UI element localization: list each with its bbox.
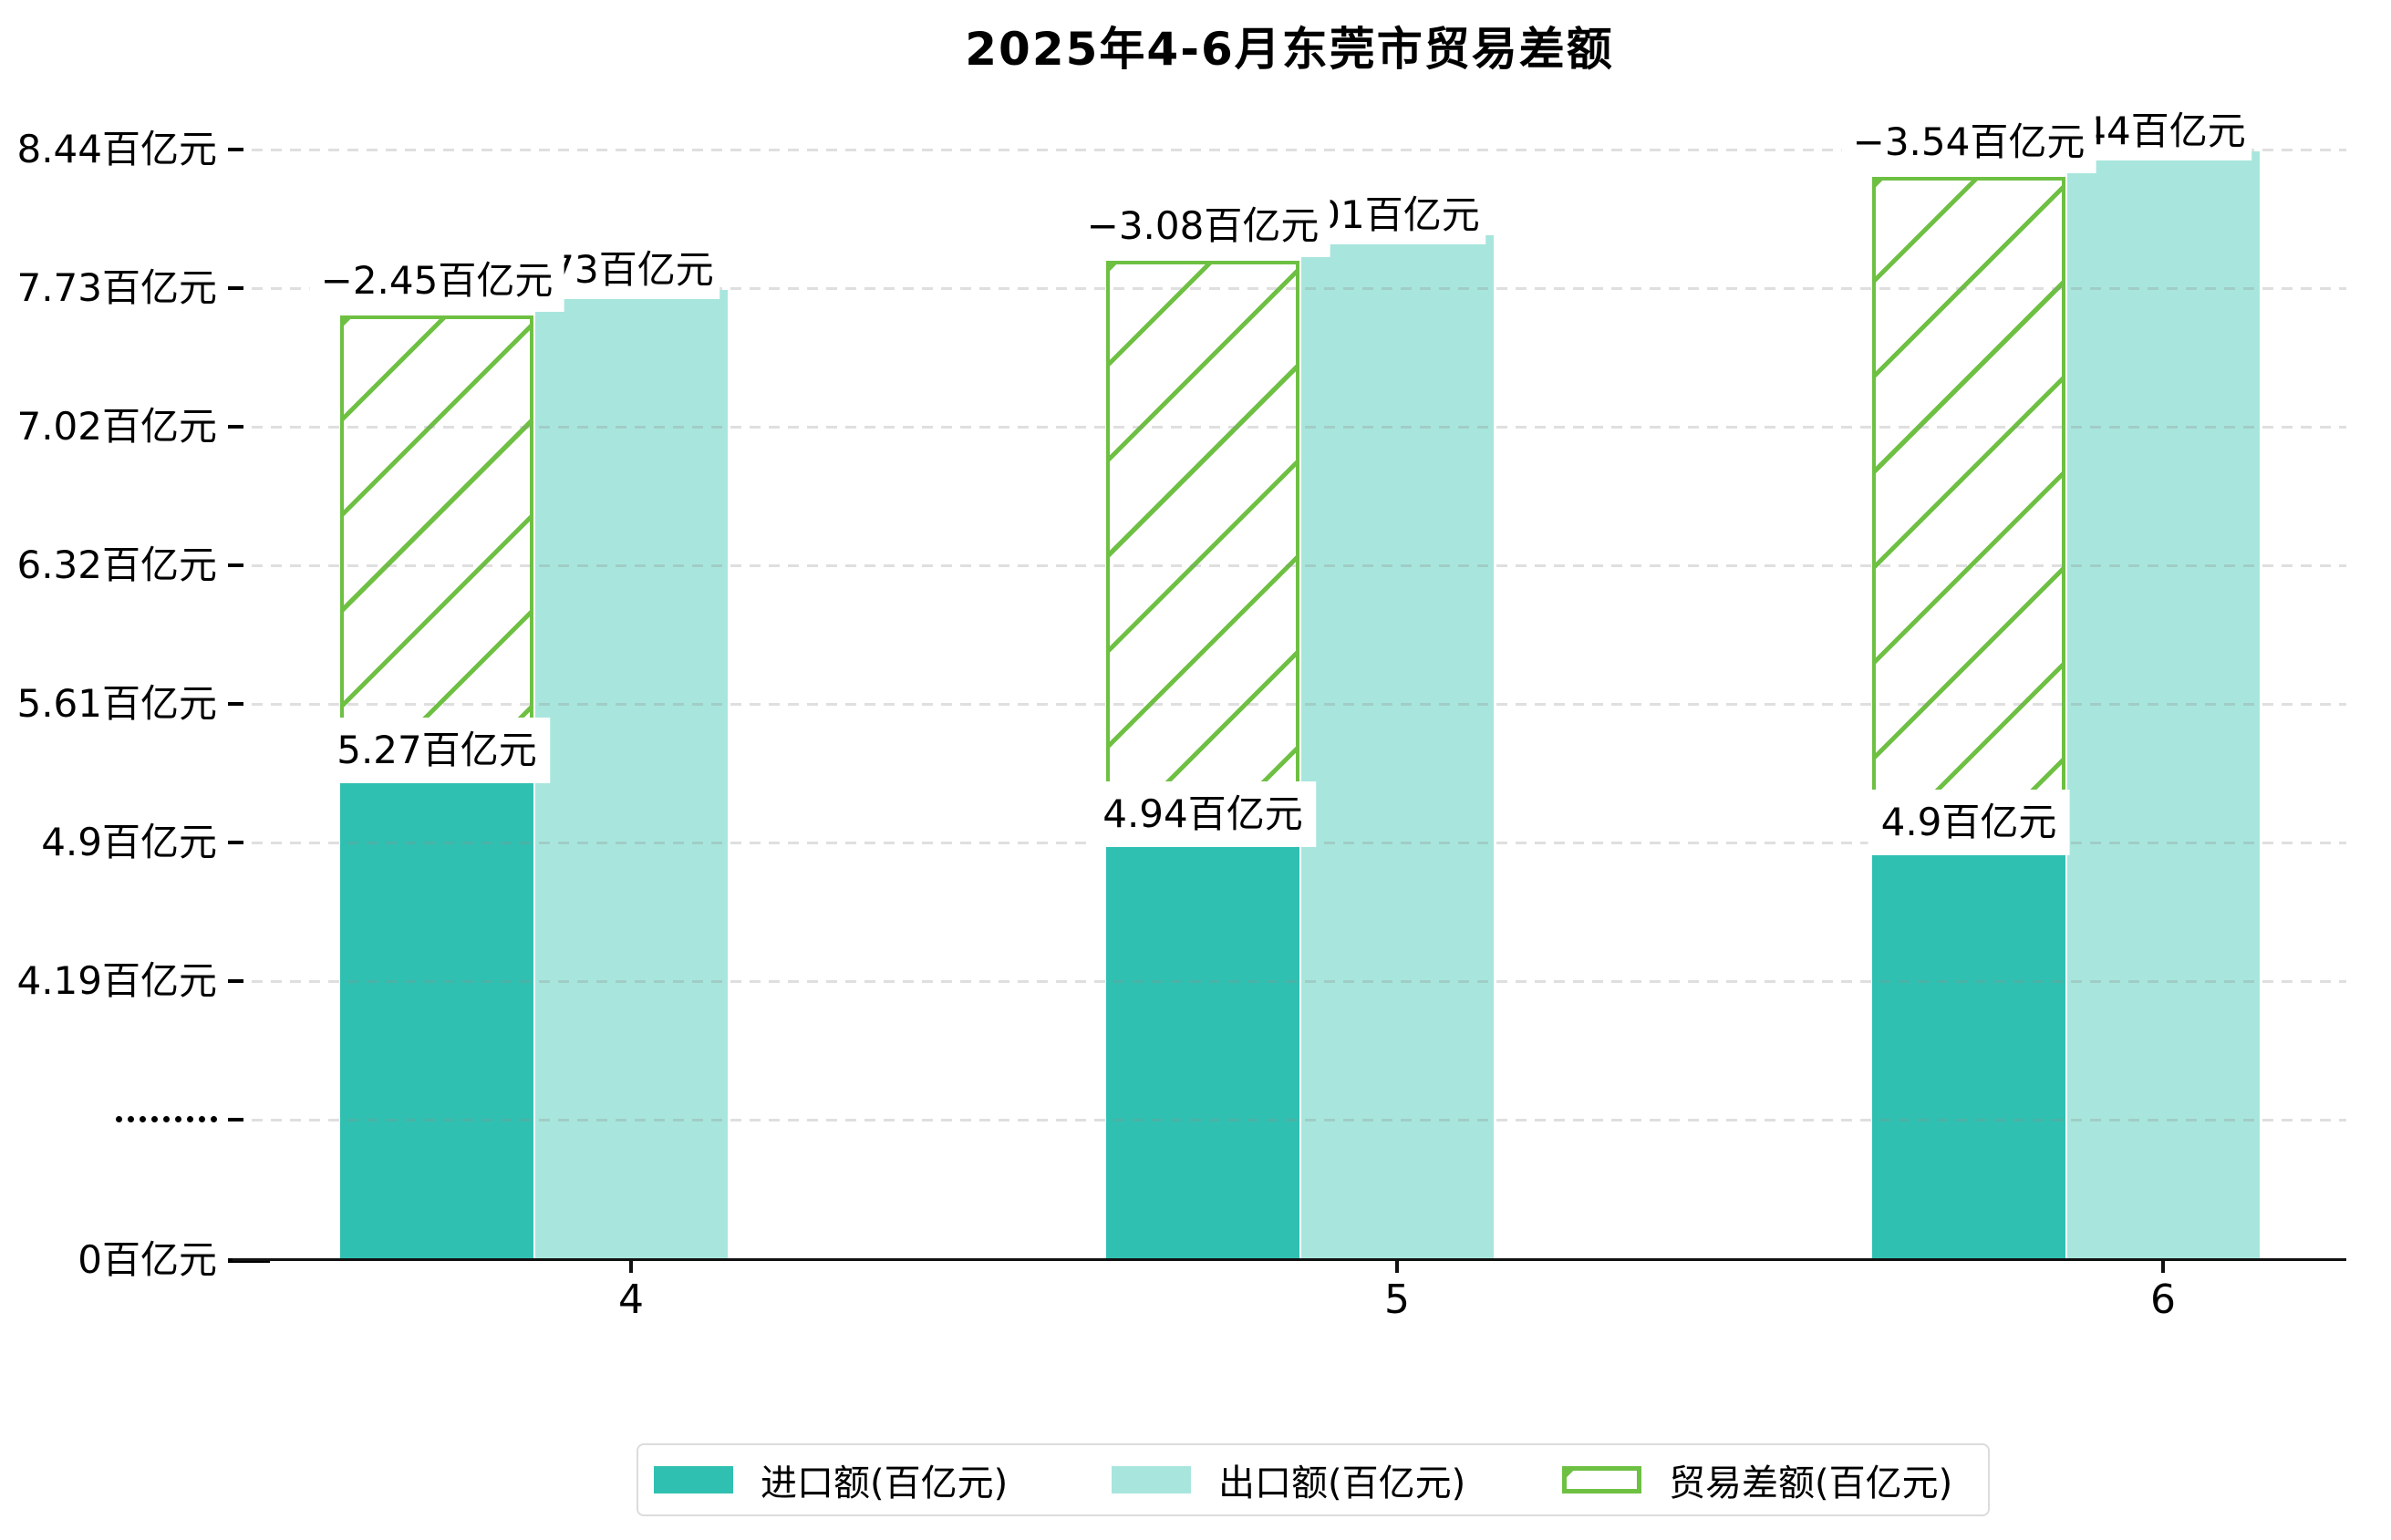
balance-bar — [1106, 261, 1299, 835]
balance-value-label: −2.45百亿元 — [309, 250, 564, 313]
legend-item-import: 进口额(百亿元) — [654, 1445, 1008, 1514]
x-tick-label: 4 — [618, 1276, 644, 1323]
import-bar — [1872, 842, 2065, 1260]
y-tick-label: 4.9百亿元 — [41, 820, 217, 864]
y-tick-mark — [228, 563, 243, 567]
y-tick-label: 7.73百亿元 — [16, 265, 217, 310]
y-tick-label: 5.61百亿元 — [16, 681, 217, 726]
export-bar — [535, 290, 728, 1260]
y-tick-label: 4.19百亿元 — [16, 958, 217, 1003]
legend-item-balance: 贸易差额(百亿元) — [1562, 1445, 1952, 1514]
gridline — [233, 1119, 2346, 1121]
gridline — [233, 564, 2346, 567]
x-tick-mark — [2161, 1261, 2165, 1273]
y-tick-label: 6.32百亿元 — [16, 543, 217, 587]
import-value-label: 4.9百亿元 — [1868, 790, 2070, 855]
legend-item-export: 出口额(百亿元) — [1112, 1445, 1465, 1514]
balance-hatch-swatch-icon — [1562, 1466, 1641, 1493]
y-tick-label: 7.02百亿元 — [16, 404, 217, 449]
balance-bar — [340, 315, 533, 770]
import-swatch-icon — [654, 1466, 733, 1493]
export-bar — [1301, 235, 1494, 1260]
gridline — [233, 287, 2346, 290]
gridline — [233, 149, 2346, 151]
balance-value-label: −3.54百亿元 — [1841, 111, 2096, 174]
y-tick-mark — [228, 1118, 243, 1121]
y-tick-label: 8.44百亿元 — [16, 127, 217, 171]
y-tick-mark — [228, 286, 243, 290]
x-tick-mark — [629, 1261, 633, 1273]
export-bar — [2067, 151, 2260, 1260]
y-tick-mark — [228, 148, 243, 151]
chart-title: 2025年4-6月东莞市贸易差额 — [965, 23, 1614, 76]
axis-break-dots — [116, 1116, 217, 1122]
export-swatch-icon — [1112, 1466, 1191, 1493]
y-tick-mark — [228, 425, 243, 429]
import-value-label: 5.27百亿元 — [324, 717, 550, 783]
balance-bar — [1872, 177, 2065, 842]
gridline — [233, 426, 2346, 429]
x-tick-label: 6 — [2150, 1276, 2176, 1323]
legend: 进口额(百亿元) 出口额(百亿元) 贸易差额(百亿元) — [637, 1443, 1990, 1516]
y-tick-mark — [228, 979, 243, 983]
balance-value-label: −3.08百亿元 — [1075, 195, 1330, 258]
legend-label-export: 出口额(百亿元) — [1218, 1462, 1466, 1504]
x-tick-label: 5 — [1384, 1276, 1410, 1323]
y-tick-mark — [228, 702, 243, 706]
gridline — [233, 703, 2346, 706]
y-tick-label: 0百亿元 — [78, 1237, 217, 1282]
y-tick-mark — [228, 841, 243, 844]
import-value-label: 4.94百亿元 — [1090, 781, 1316, 848]
import-bar — [1106, 834, 1299, 1260]
gridline — [233, 980, 2346, 983]
legend-label-import: 进口额(百亿元) — [761, 1462, 1009, 1504]
x-tick-mark — [1395, 1261, 1399, 1273]
legend-label-balance: 贸易差额(百亿元) — [1669, 1462, 1953, 1504]
import-bar — [340, 770, 533, 1260]
x-axis-line — [233, 1258, 2346, 1261]
